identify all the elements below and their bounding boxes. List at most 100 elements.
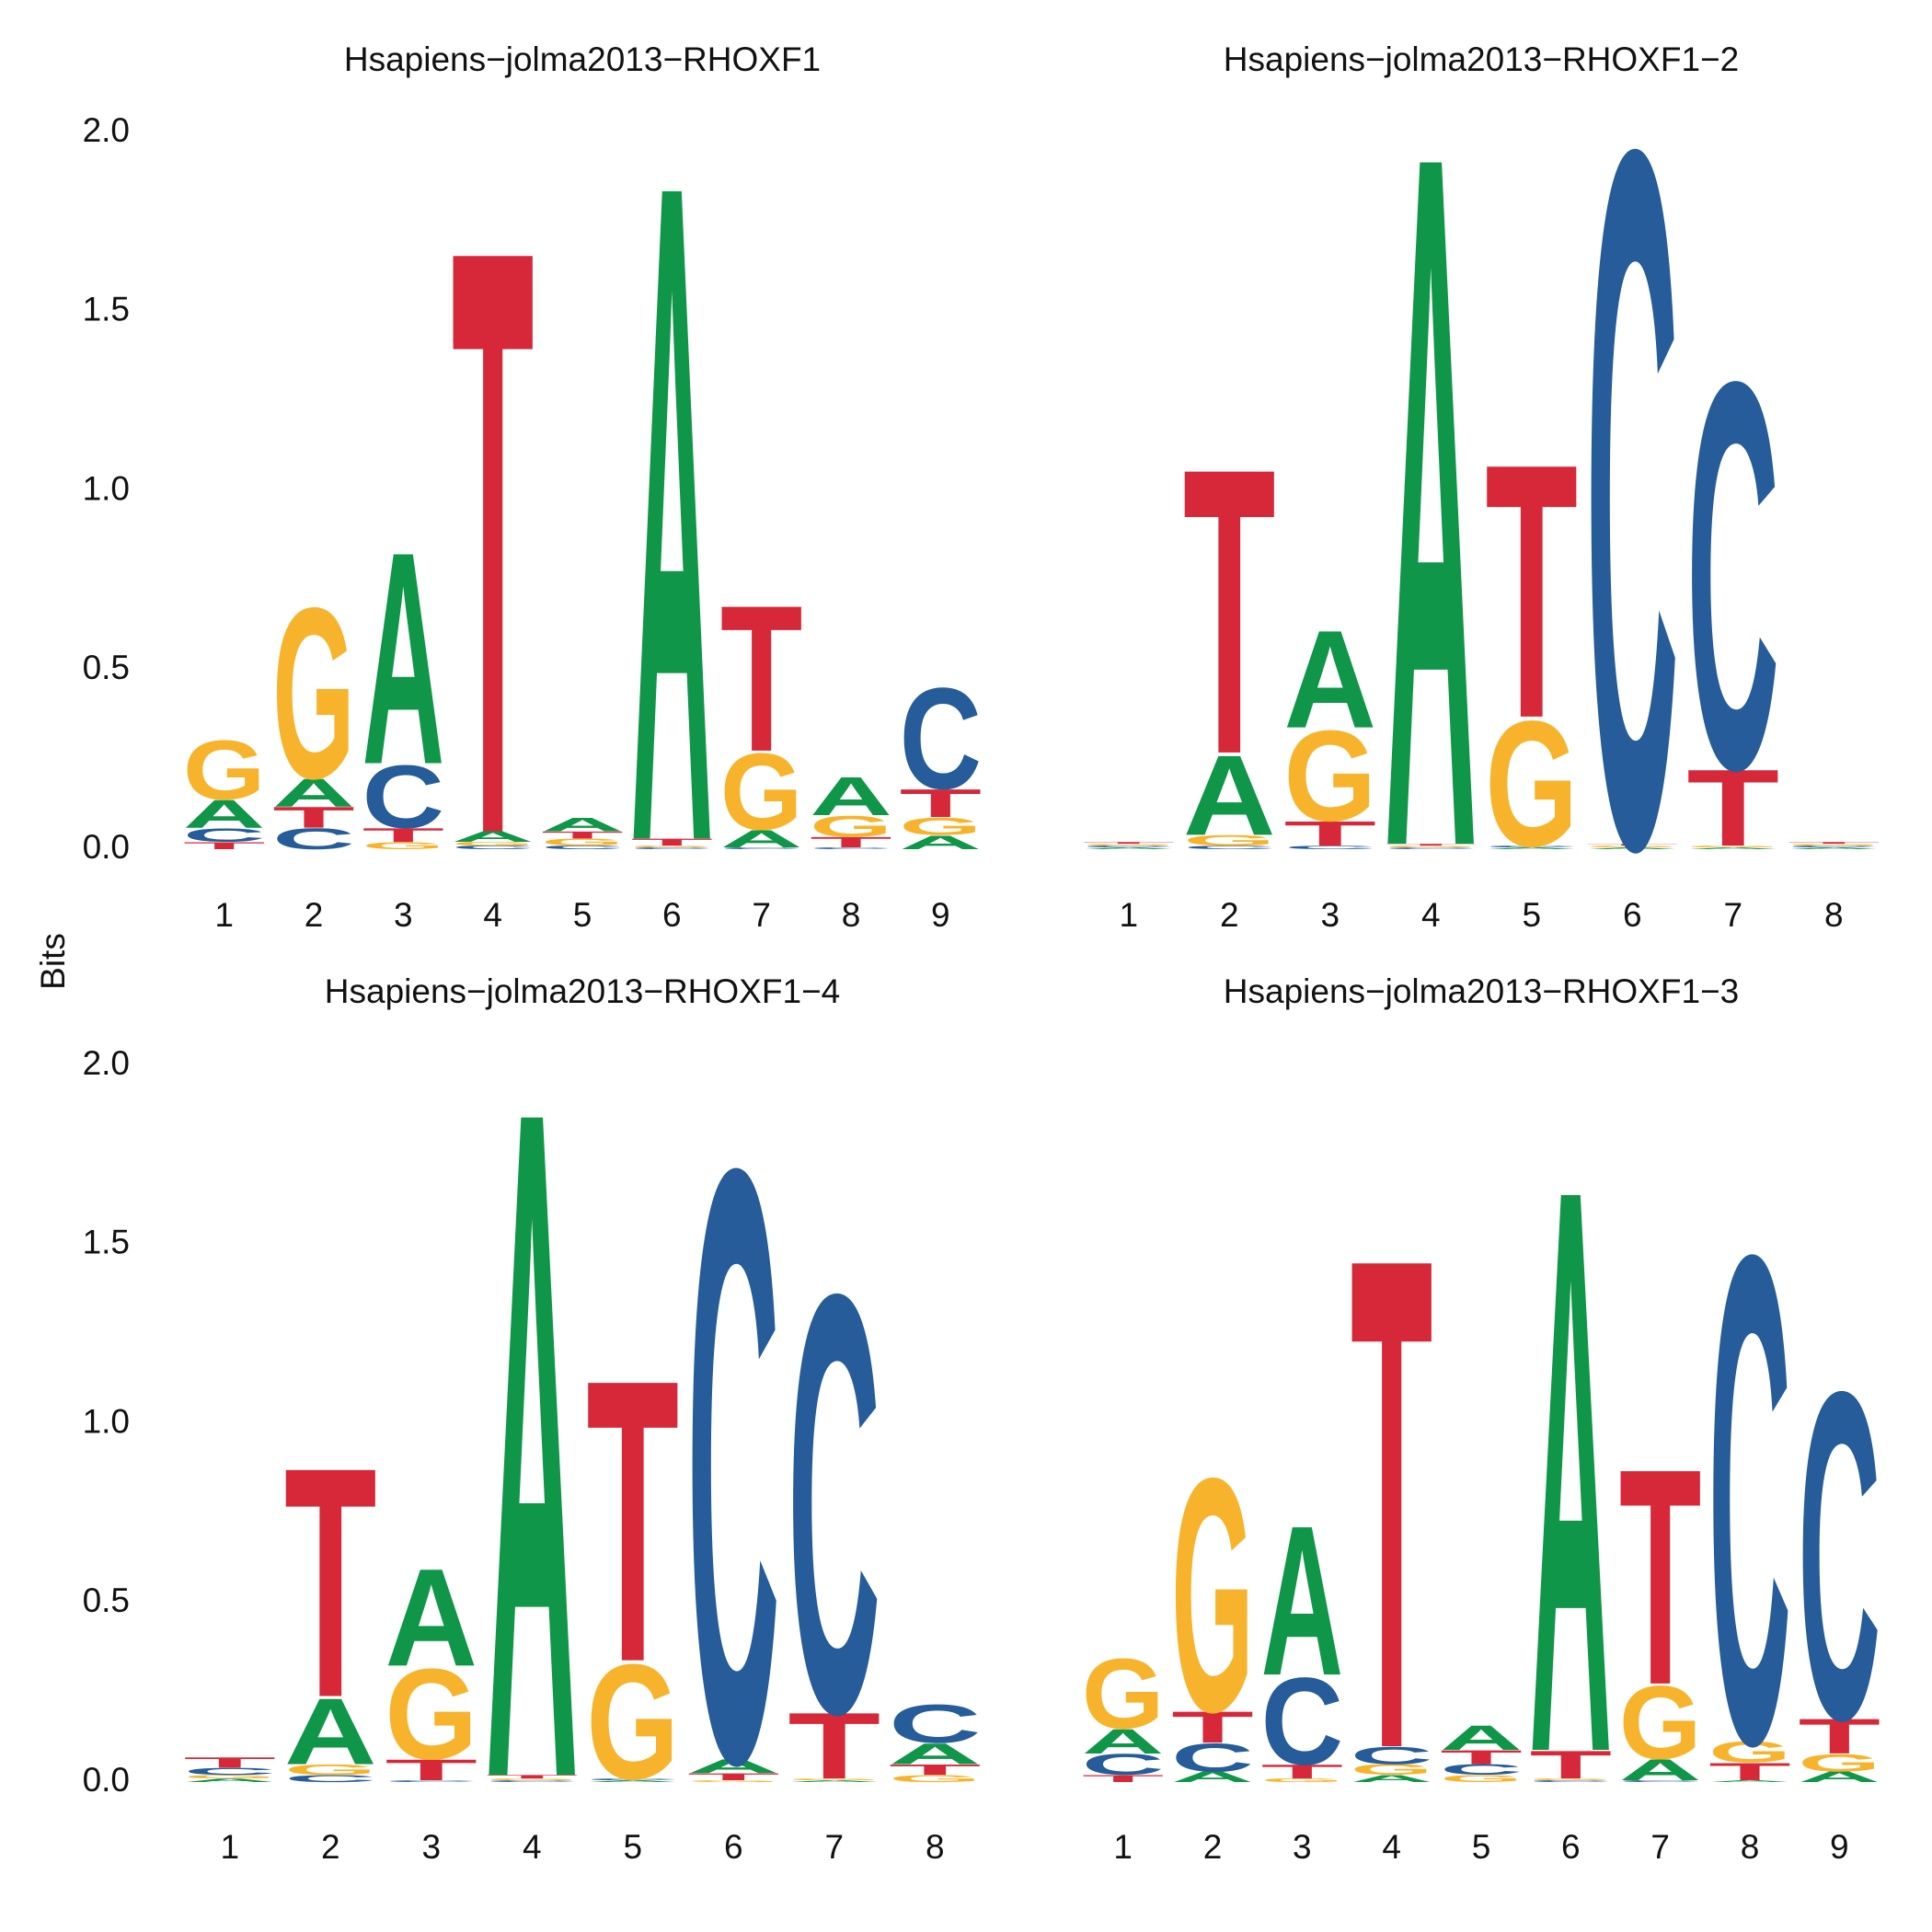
letter: A [1586,847,1679,850]
letter-glyph: G [788,1778,880,1781]
letter: C [1440,1762,1523,1778]
x-tick-label: 8 [1824,896,1844,934]
letter: T [631,837,714,848]
letter-glyph: G [452,841,535,846]
letter-glyph: T [486,1774,579,1779]
letter-glyph: T [1530,1742,1613,1787]
x-tick-label: 7 [752,896,771,934]
letter-glyph: T [1485,388,1578,794]
letter-glyph: T [1385,844,1478,846]
letter-glyph: G [1788,844,1880,846]
letter-glyph: T [183,840,266,851]
letter: C [1385,847,1478,850]
letter-glyph: C [541,845,624,850]
letter-glyph: C [900,658,983,819]
letter-glyph: C [272,822,355,856]
letter-glyph: T [1183,385,1276,840]
y-tick-label: 1.5 [83,1224,130,1261]
letter-glyph: A [810,766,892,827]
letter-glyph: G [183,723,266,817]
letter-glyph: G [1440,1773,1523,1784]
letter-glyph: C [1586,0,1679,1055]
letter: C [1261,1652,1344,1791]
letter-glyph: A [1385,0,1478,1055]
letter: G [788,1778,880,1781]
letter-glyph: T [687,1771,780,1782]
letter: T [1788,842,1880,845]
letter: C [1708,1111,1791,1889]
letter: A [1261,1481,1344,1720]
letter: T [362,824,445,846]
letter-glyph: C [586,1778,679,1781]
letter: C [362,747,445,847]
letter-glyph: G [183,1774,276,1779]
letter: G [183,1774,276,1779]
letter: G [284,1762,377,1778]
letter: T [1799,1708,1881,1765]
letter: G [1351,1762,1433,1778]
letter-glyph: T [541,830,624,841]
letter: G [183,723,266,817]
letter-glyph: C [1385,847,1478,850]
letter-glyph: G [1619,1664,1702,1781]
letter-glyph: G [631,845,714,848]
letter-glyph: A [1799,1769,1881,1786]
letter-glyph: C [1708,1111,1791,1889]
letter-glyph: C [486,1780,579,1783]
letter-glyph: A [385,1541,477,1696]
letter-glyph: C [362,747,445,847]
letter: C [1183,845,1276,850]
letter: T [183,1754,276,1771]
letter-glyph: T [720,562,803,796]
chart-title: Hsapiens−jolma2013−RHOXF1 [344,40,821,78]
letter-glyph: A [362,488,445,827]
letter: A [452,829,535,845]
letter: C [586,1778,679,1781]
y-tick-label: 2.0 [83,1044,130,1082]
letter: T [1686,748,1779,869]
x-tick-label: 2 [305,896,324,934]
x-tick-label: 2 [1220,896,1239,934]
letter: T [272,800,355,834]
letter: G [1082,844,1175,846]
letter: G [631,845,714,848]
letter-glyph: C [631,847,714,850]
letter: G [1183,833,1276,849]
letter-glyph: C [1530,1780,1613,1783]
letter: C [788,1171,880,1837]
letter: C [452,845,535,850]
letter: G [1485,684,1578,884]
x-tick-label: 7 [1650,1828,1670,1866]
letter-glyph: C [183,1766,276,1777]
letter: A [1283,603,1376,758]
y-tick-label: 2.0 [83,111,130,149]
letter-glyph: T [1082,842,1175,845]
letter-glyph: G [1351,1762,1433,1778]
letter: T [1586,844,1679,846]
y-tick-label: 0.0 [83,828,130,866]
letter-glyph: A [720,825,803,853]
x-tick-label: 7 [1723,896,1742,934]
letter-glyph: T [1440,1746,1523,1768]
letter: A [1082,847,1175,850]
letter: C [486,1780,579,1783]
x-tick-label: 8 [926,1828,945,1866]
letter-glyph: C [889,1694,982,1754]
letter-glyph: A [1082,847,1175,850]
letter: C [1788,845,1880,848]
x-tick-label: 4 [1382,1828,1401,1866]
letter-glyph: T [1788,842,1880,845]
letter-glyph: T [272,800,355,834]
letter: C [1686,268,1779,885]
x-tick-label: 5 [1472,1828,1491,1866]
letter-glyph: T [586,1296,679,1746]
letter: G [1261,1777,1344,1783]
letter-glyph: C [1082,845,1175,848]
x-tick-label: 9 [931,896,950,934]
letter-glyph: A [1708,1780,1791,1783]
letter: C [385,1780,477,1783]
letter-glyph: A [452,829,535,845]
x-tick-label: 6 [662,896,682,934]
letter-glyph: G [1686,845,1779,848]
letter: G [385,1642,477,1787]
